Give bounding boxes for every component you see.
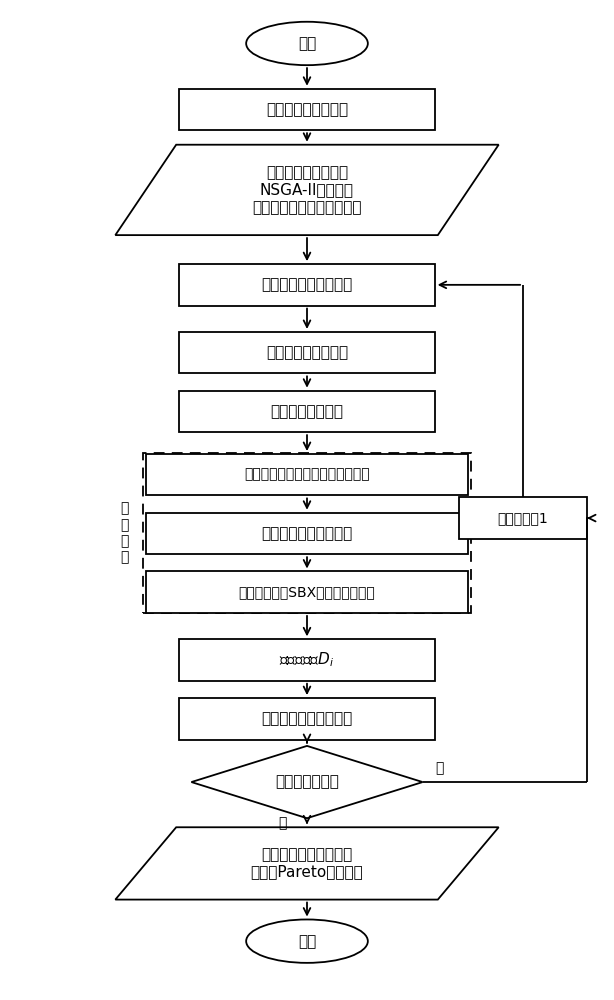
Polygon shape [115, 827, 499, 900]
Text: 是: 是 [279, 816, 287, 830]
Bar [459, 497, 587, 539]
Ellipse shape [246, 22, 368, 65]
Text: 开始: 开始 [298, 36, 316, 51]
Bar [146, 454, 468, 495]
Bar [146, 571, 468, 613]
Text: 达到终止条件？: 达到终止条件？ [275, 775, 339, 790]
Text: 计算交直流系统澮流: 计算交直流系统澮流 [266, 345, 348, 360]
Bar [179, 698, 435, 740]
Ellipse shape [246, 919, 368, 963]
Text: 种
群
处
理: 种 群 处 理 [120, 502, 129, 564]
Text: 交叉与变异：SBX交叉、正态变异: 交叉与变异：SBX交叉、正态变异 [239, 585, 375, 599]
Text: 结束: 结束 [298, 934, 316, 949]
Text: 混合编码产生初始种群: 混合编码产生初始种群 [262, 277, 352, 292]
Bar [179, 332, 435, 373]
Text: 输入交直流系统参数
NSGA-II设置参数
交直流系统待优化变量范围: 输入交直流系统参数 NSGA-II设置参数 交直流系统待优化变量范围 [252, 165, 362, 215]
Text: 迭代次数加1: 迭代次数加1 [497, 511, 548, 525]
Bar [179, 391, 435, 432]
Bar [146, 513, 468, 554]
Text: 快速非支配排序和个体拥挤度计算: 快速非支配排序和个体拥挤度计算 [244, 468, 370, 482]
Text: 否: 否 [435, 762, 444, 776]
Text: 建立交直流系统模型: 建立交直流系统模型 [266, 102, 348, 117]
Bar [179, 264, 435, 306]
Text: 输出交直流系统多目标
优化的Pareto最优解集: 输出交直流系统多目标 优化的Pareto最优解集 [251, 847, 363, 880]
Text: 选择运算：轮赛制选择: 选择运算：轮赛制选择 [262, 526, 352, 541]
Text: 精英策略保留优秀个体: 精英策略保留优秀个体 [262, 711, 352, 726]
Polygon shape [192, 746, 422, 818]
Text: 求取各目标函数值: 求取各目标函数值 [271, 404, 343, 419]
Bar [179, 89, 435, 130]
Bar [142, 453, 472, 613]
Polygon shape [115, 145, 499, 235]
Text: 产生子种群$D_i$: 产生子种群$D_i$ [279, 651, 335, 669]
Bar [179, 639, 435, 681]
